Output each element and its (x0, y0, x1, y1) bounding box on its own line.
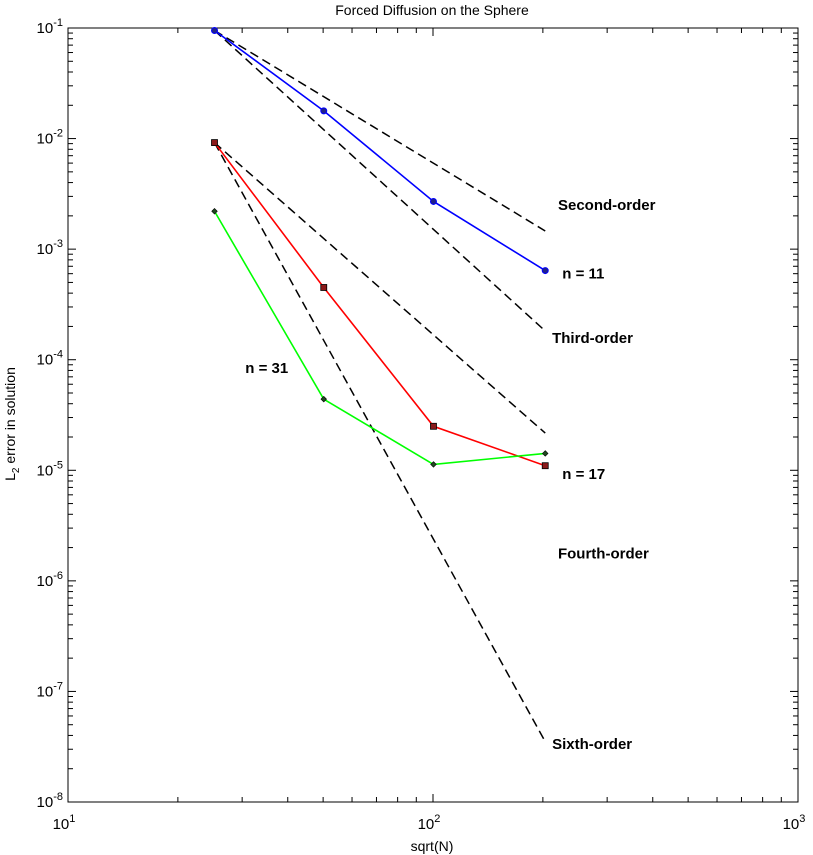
series-n-17-point (211, 139, 218, 146)
y-tick-label-base: 10 (37, 794, 54, 811)
x-tick-label-exponent: 3 (799, 813, 805, 825)
tick-marks (67, 27, 799, 803)
y-axis-label-subscript: 2 (11, 467, 22, 473)
series-n-31-line (213, 210, 546, 466)
annotation-second-order: Second-order (558, 197, 656, 214)
reference-lines (213, 29, 546, 743)
reference-line-second-order (214, 29, 546, 232)
data-markers (211, 26, 549, 470)
y-tick-label-exponent: -4 (53, 349, 63, 361)
series-n-11-line (214, 29, 546, 272)
annotation-fourth-order: Fourth-order (558, 545, 649, 562)
y-axis-label: L2 error in solution (2, 367, 22, 481)
y-tick-label-exponent: -7 (53, 680, 63, 692)
x-tick-label: 103 (783, 813, 806, 833)
y-tick-label: 10-1 (37, 17, 63, 37)
x-tick-label: 101 (53, 813, 76, 833)
x-axis-label: sqrt(N) (411, 838, 454, 854)
y-tick-label-exponent: -1 (53, 17, 63, 29)
y-tick-label: 10-8 (37, 791, 63, 811)
x-tick-label-base: 10 (783, 816, 800, 833)
y-tick-label-exponent: -5 (53, 459, 63, 471)
data-series (213, 29, 546, 467)
reference-line-sixth-order (213, 142, 546, 743)
y-tick-label-base: 10 (37, 131, 54, 148)
y-tick-label-exponent: -8 (53, 791, 63, 803)
series-n-31-point (430, 461, 437, 468)
y-tick-label-base: 10 (37, 352, 54, 369)
x-tick-label-base: 10 (418, 816, 435, 833)
y-tick-label-base: 10 (37, 20, 54, 37)
y-tick-label: 10-4 (37, 349, 63, 369)
series-n-17-line (213, 142, 546, 467)
x-tick-label-exponent: 1 (69, 813, 75, 825)
x-tick-label: 102 (418, 813, 441, 833)
series-n-31-point (211, 208, 218, 215)
annotation-n-17: n = 17 (562, 466, 605, 483)
y-tick-label-base: 10 (37, 241, 54, 258)
y-tick-label: 10-2 (37, 128, 63, 148)
plot-area (67, 27, 799, 803)
annotations: Second-order n = 11 Third-order n = 31 n = 1… (245, 197, 655, 753)
x-tick-label-base: 10 (53, 816, 70, 833)
y-tick-label: 10-6 (37, 570, 63, 590)
tick-labels: 101 102 10310-110-210-310-410-510-610-710-… (37, 17, 806, 833)
y-axis-label-rest: error in solution (2, 367, 18, 467)
reference-line-fourth-order (214, 142, 546, 434)
annotation-n-11: n = 11 (562, 266, 604, 283)
y-tick-label-exponent: -3 (53, 238, 63, 250)
annotation-sixth-order: Sixth-order (552, 736, 632, 753)
series-n-17-point (320, 284, 328, 291)
series-n-31-point (320, 395, 327, 403)
series-n-11-point (320, 107, 328, 115)
annotation-n-31: n = 31 (245, 360, 288, 377)
y-tick-label-exponent: -6 (53, 570, 63, 582)
series-n-11-point (429, 197, 437, 205)
y-tick-label: 10-3 (37, 238, 63, 258)
reference-line-third-order (214, 29, 546, 332)
y-tick-label-exponent: -2 (53, 128, 63, 140)
y-tick-label-base: 10 (37, 573, 54, 590)
series-n-11-point (541, 267, 549, 275)
series-n-17-point (541, 462, 549, 470)
y-tick-label-base: 10 (37, 462, 54, 479)
series-n-31-point (542, 450, 549, 457)
y-tick-label: 10-5 (37, 459, 63, 479)
y-tick-label-base: 10 (37, 683, 54, 700)
annotation-third-order: Third-order (552, 330, 633, 347)
x-tick-label-exponent: 2 (434, 813, 440, 825)
series-n-17-point (430, 422, 437, 430)
series-n-11-point (211, 26, 219, 34)
y-axis-label-main: L (2, 473, 18, 481)
chart-title: Forced Diffusion on the Sphere (335, 2, 529, 18)
y-tick-label: 10-7 (37, 680, 63, 700)
